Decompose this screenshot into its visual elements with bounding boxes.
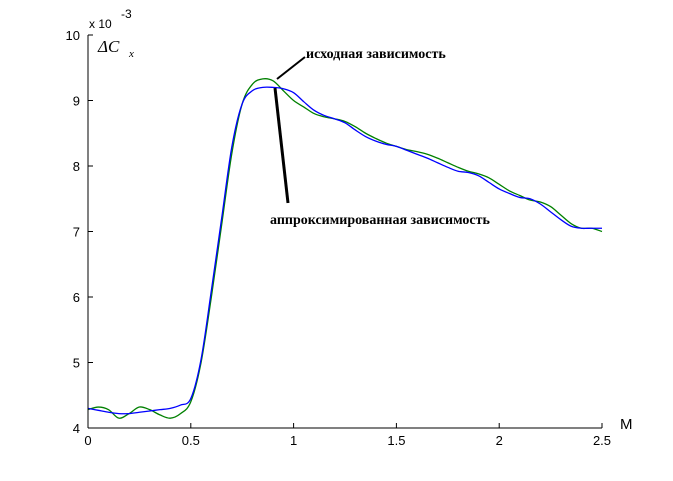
series-line-2 — [87, 86, 602, 415]
x-tick-label: 0.5 — [182, 433, 200, 448]
y-tick-label: 10 — [66, 28, 80, 43]
x-tick-label: 2 — [496, 433, 503, 448]
x-axis-label: M — [620, 416, 633, 433]
y-tick-label: 7 — [73, 225, 80, 240]
x-tick-label: 1 — [290, 433, 297, 448]
x-tick-label: 1.5 — [387, 433, 405, 448]
ticks-layer: 0 0.5 1 1.5 2 2.5 4 5 6 7 8 9 10 — [66, 28, 612, 448]
y-tick-label: 5 — [73, 356, 80, 371]
y-axis-label: ΔC — [97, 37, 120, 56]
series-layer — [87, 78, 603, 419]
annotation-arrow-original — [276, 56, 306, 80]
annotation-label-approximated: аппроксимированная зависимость — [270, 213, 491, 228]
y-multiplier-base: x 10 — [89, 17, 112, 31]
y-tick-label: 9 — [73, 94, 80, 109]
series-line-1 — [87, 78, 603, 419]
y-tick-label: 8 — [73, 159, 80, 174]
y-multiplier-exponent: -3 — [121, 7, 132, 21]
annotation-arrow-approximated — [273, 87, 290, 204]
x-tick-label: 2.5 — [593, 433, 611, 448]
annotation-layer: исходная зависимость аппроксимированная … — [270, 47, 491, 228]
plot-area — [88, 35, 602, 428]
y-tick-label: 6 — [73, 290, 80, 305]
annotation-label-original: исходная зависимость — [306, 47, 446, 62]
y-axis-label-subscript: x — [128, 48, 134, 60]
x-tick-label: 0 — [84, 433, 91, 448]
y-tick-label: 4 — [73, 421, 80, 436]
